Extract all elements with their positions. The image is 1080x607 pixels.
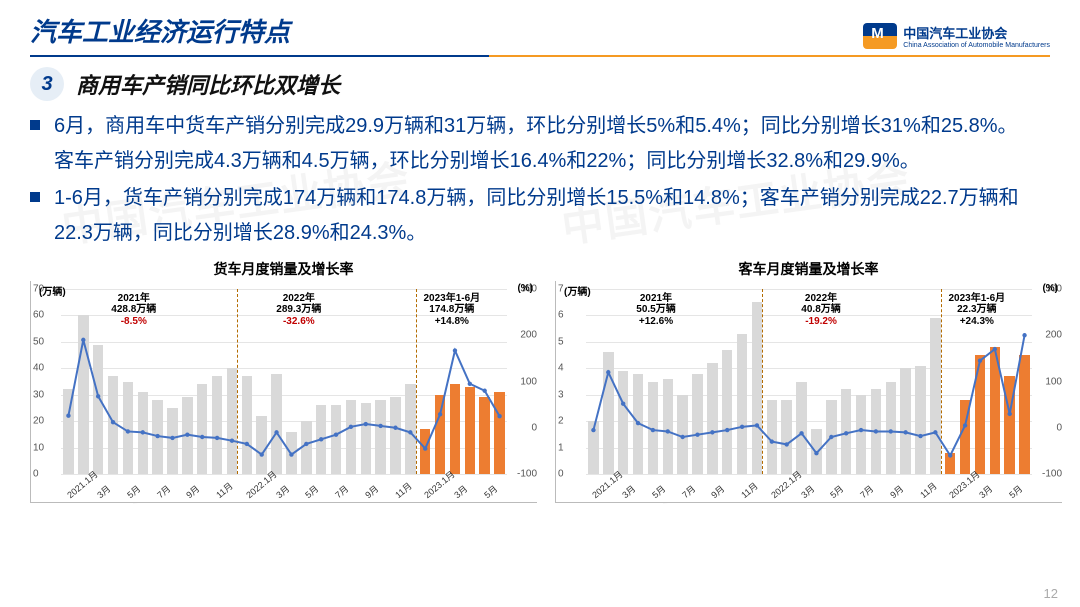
x-tick: 11月 — [213, 479, 235, 501]
x-tick: 11月 — [917, 479, 939, 501]
x-tick: 5月 — [649, 482, 668, 501]
chart-annotation: 2023年1-6月174.8万辆+14.8% — [423, 293, 480, 328]
x-tick: 11月 — [738, 479, 760, 501]
y-right-tick: 0 — [1056, 422, 1062, 433]
header: 汽车工业经济运行特点 中国汽车工业协会 China Association of… — [0, 0, 1080, 49]
body-text: 6月，商用车中货车产销分别完成29.9万辆和31万辆，环比分别增长5%和5.4%… — [0, 109, 1080, 251]
y-right-tick: 200 — [520, 330, 537, 341]
y-right-tick: 200 — [1045, 330, 1062, 341]
y-right-tick: 100 — [520, 376, 537, 387]
y-left-tick: 6 — [558, 310, 564, 321]
y-left-tick: 10 — [33, 442, 44, 453]
x-tick: 7月 — [332, 482, 351, 501]
chart-annotation: 2021年428.8万辆-8.5% — [111, 293, 156, 328]
x-tick: 7月 — [154, 482, 173, 501]
x-tick: 9月 — [362, 482, 381, 501]
x-tick: 3月 — [94, 482, 113, 501]
page-title: 汽车工业经济运行特点 — [30, 12, 290, 49]
y-left-tick: 0 — [33, 469, 39, 480]
x-tick: 5月 — [124, 482, 143, 501]
y-left-tick: 0 — [558, 469, 564, 480]
x-tick: 3月 — [451, 482, 470, 501]
section-heading: 3 商用车产销同比环比双增长 — [30, 67, 1080, 101]
x-tick: 5月 — [1006, 482, 1025, 501]
x-tick: 9月 — [887, 482, 906, 501]
x-tick: 3月 — [273, 482, 292, 501]
paragraph: 6月，商用车中货车产销分别完成29.9万辆和31万辆，环比分别增长5%和5.4%… — [54, 109, 1036, 179]
y-right-tick: 100 — [1045, 376, 1062, 387]
x-tick: 3月 — [619, 482, 638, 501]
x-tick: 5月 — [827, 482, 846, 501]
y-right-unit: (%) — [517, 283, 533, 294]
chart-annotation: 2021年50.5万辆+12.6% — [636, 293, 675, 328]
y-left-tick: 7 — [558, 284, 564, 295]
y-right-tick: -100 — [1042, 469, 1062, 480]
chart-annotation: 2022年289.3万辆-32.6% — [276, 293, 321, 328]
y-left-tick: 1 — [558, 442, 564, 453]
chart-annotation: 2022年40.8万辆-19.2% — [801, 293, 840, 328]
x-tick: 7月 — [679, 482, 698, 501]
x-tick: 11月 — [392, 479, 414, 501]
paragraph: 1-6月，货车产销分别完成174万辆和174.8万辆，同比分别增长15.5%和1… — [54, 181, 1036, 251]
x-tick: 7月 — [857, 482, 876, 501]
chart-annotation: 2023年1-6月22.3万辆+24.3% — [948, 293, 1005, 328]
section-number-badge: 3 — [30, 67, 64, 101]
chart-title: 客车月度销量及增长率 — [555, 259, 1062, 279]
x-tick: 5月 — [302, 482, 321, 501]
y-right-tick: 0 — [531, 422, 537, 433]
y-left-tick: 40 — [33, 363, 44, 374]
y-left-tick: 4 — [558, 363, 564, 374]
truck-chart: 货车月度销量及增长率 010203040506070-1000100200300… — [30, 259, 537, 503]
header-divider — [30, 55, 1050, 57]
x-tick: 3月 — [798, 482, 817, 501]
logo-text-cn: 中国汽车工业协会 — [903, 23, 1050, 42]
chart-title: 货车月度销量及增长率 — [30, 259, 537, 279]
page-number: 12 — [1044, 586, 1058, 601]
y-left-tick: 5 — [558, 336, 564, 347]
y-left-tick: 30 — [33, 389, 44, 400]
logo: 中国汽车工业协会 China Association of Automobile… — [863, 23, 1050, 49]
x-tick: 3月 — [976, 482, 995, 501]
y-right-unit: (%) — [1042, 283, 1058, 294]
y-right-tick: -100 — [517, 469, 537, 480]
x-tick: 9月 — [708, 482, 727, 501]
y-left-tick: 50 — [33, 336, 44, 347]
y-left-tick: 20 — [33, 416, 44, 427]
x-tick: 9月 — [183, 482, 202, 501]
section-title: 商用车产销同比环比双增长 — [76, 68, 340, 100]
y-left-tick: 2 — [558, 416, 564, 427]
logo-text-en: China Association of Automobile Manufact… — [903, 42, 1050, 49]
x-tick: 5月 — [481, 482, 500, 501]
bus-chart: 客车月度销量及增长率 01234567-1000100200300(万辆)(%)… — [555, 259, 1062, 503]
y-left-tick: 3 — [558, 389, 564, 400]
logo-icon — [863, 23, 897, 49]
y-left-tick: 60 — [33, 310, 44, 321]
